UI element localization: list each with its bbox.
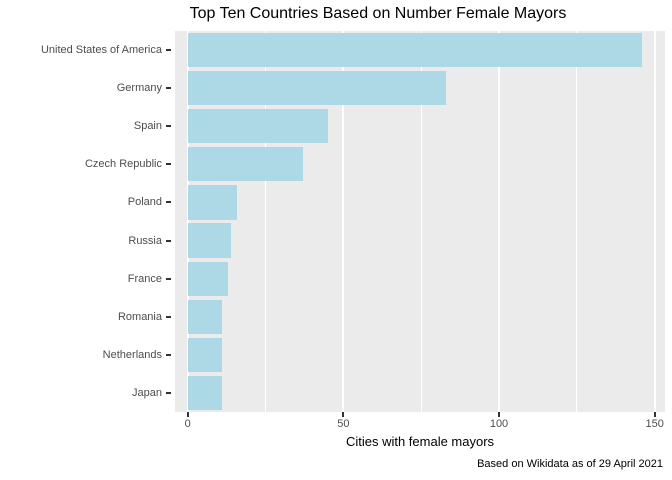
- major-gridline: [342, 31, 345, 412]
- bar-germany: [187, 71, 447, 106]
- y-tick-mark: [166, 353, 171, 356]
- y-tick-mark: [166, 125, 171, 128]
- y-tick-mark: [166, 87, 171, 90]
- y-tick-mark: [166, 277, 171, 280]
- bar-spain: [187, 109, 328, 144]
- x-tick-label: 0: [184, 418, 191, 430]
- chart-title: Top Ten Countries Based on Number Female…: [189, 5, 567, 22]
- x-tick-label: 50: [337, 418, 350, 430]
- y-axis-label: United States of America: [40, 44, 162, 57]
- minor-gridline: [265, 31, 267, 412]
- x-tick-mark: [342, 412, 345, 417]
- y-axis-label: Czech Republic: [84, 158, 162, 171]
- bar-netherlands: [187, 337, 222, 372]
- y-tick-mark: [166, 315, 171, 318]
- bar-romania: [187, 299, 222, 334]
- y-axis-label: Russia: [128, 234, 162, 247]
- bar-poland: [187, 185, 238, 220]
- major-gridline: [186, 31, 189, 412]
- bar-france: [187, 261, 229, 296]
- y-tick-mark: [166, 49, 171, 52]
- bar-united-states-of-america: [187, 32, 643, 68]
- y-axis-label: Romania: [117, 310, 162, 323]
- bar-russia: [187, 223, 232, 258]
- x-tick-mark: [498, 412, 500, 417]
- y-tick-mark: [166, 163, 171, 166]
- y-tick-mark: [166, 239, 171, 242]
- bar-japan: [187, 375, 222, 411]
- y-axis-label: Germany: [116, 82, 162, 95]
- y-tick-mark: [166, 201, 171, 204]
- major-gridline: [498, 31, 500, 412]
- plot-panel: [175, 31, 665, 412]
- y-axis-label: Spain: [133, 120, 162, 133]
- x-tick-mark: [186, 412, 189, 417]
- y-axis-label: Netherlands: [102, 348, 162, 361]
- bar-czech-republic: [187, 147, 303, 182]
- y-axis-label: Japan: [132, 386, 162, 399]
- x-tick-mark: [653, 412, 656, 417]
- x-axis-title: Cities with female mayors: [345, 434, 495, 449]
- y-axis-label: France: [127, 272, 162, 285]
- x-tick-label: 100: [489, 418, 509, 430]
- minor-gridline: [576, 31, 578, 412]
- y-axis-label: Poland: [127, 196, 162, 209]
- x-tick-label: 150: [645, 418, 664, 430]
- major-gridline: [653, 31, 656, 412]
- chart-caption: Based on Wikidata as of 29 April 2021: [477, 458, 663, 470]
- y-tick-mark: [166, 391, 171, 394]
- minor-gridline: [420, 31, 422, 412]
